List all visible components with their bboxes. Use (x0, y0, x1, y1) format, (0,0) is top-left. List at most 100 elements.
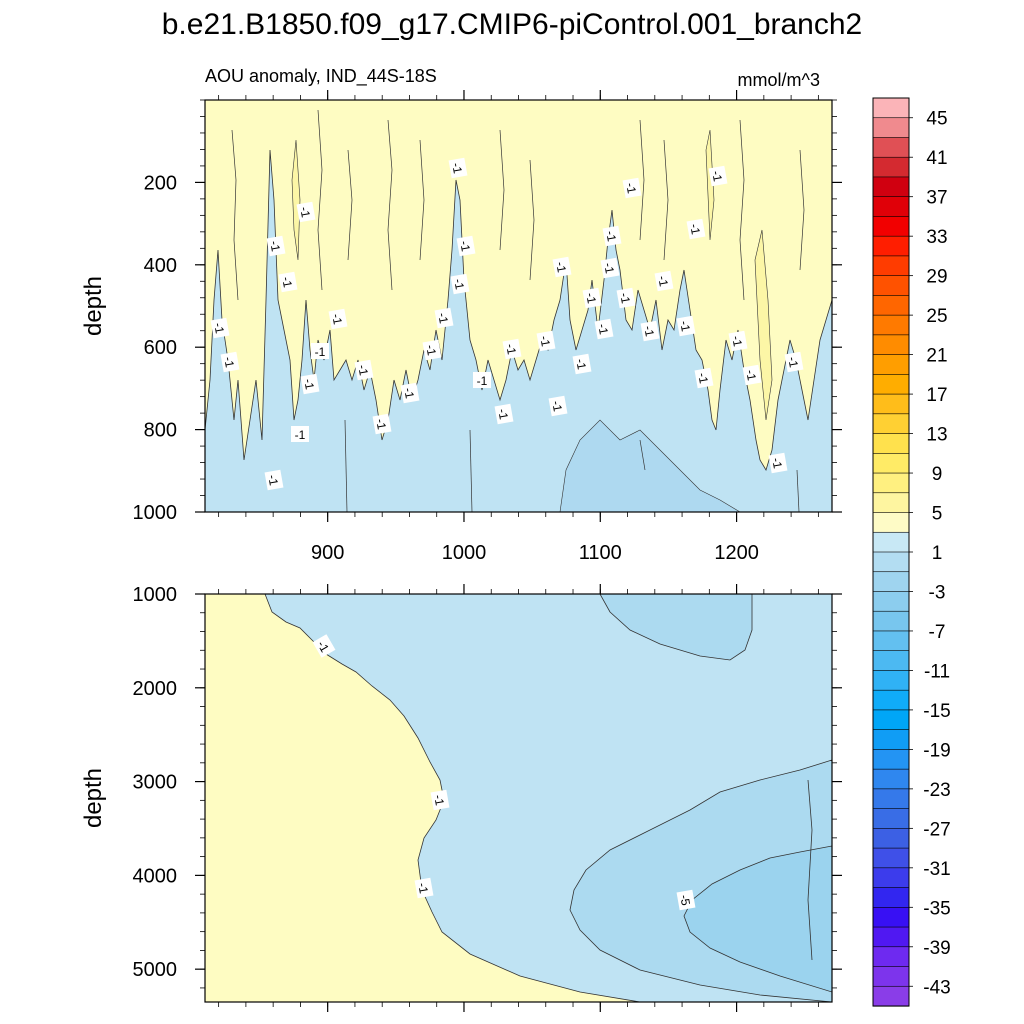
contour-label-box (616, 287, 636, 309)
contour-label-box (296, 201, 316, 223)
contour-label: -1 (278, 271, 298, 293)
colorbar-frame (872, 97, 910, 1007)
contour-label-text: -1 (549, 400, 565, 413)
contour-label-box (708, 165, 728, 187)
contour-label-box (594, 318, 614, 340)
contour-label: -1 (494, 403, 514, 425)
colorbar-label: 33 (926, 227, 947, 248)
contour-label-text: -1 (655, 275, 671, 288)
contour-label-box (742, 364, 762, 386)
contour-label-box (354, 359, 374, 381)
contour-label: -1 (552, 256, 572, 278)
subtitle-right: mmol/m^3 (738, 70, 820, 90)
contour-label-box (448, 157, 468, 179)
colorbar-swatch (872, 808, 910, 829)
contour-label-text: -1 (695, 372, 711, 385)
contour-label-text: -1 (495, 408, 511, 421)
x-tick-label: 1000 (442, 542, 487, 564)
colorbar-label: -7 (929, 622, 946, 643)
contour-label-box (456, 235, 476, 257)
upper-positive-streak (754, 229, 773, 421)
y-tick-label: 3000 (133, 772, 178, 794)
contour-label-box (312, 634, 336, 658)
contour-label-box (602, 225, 622, 247)
colorbar-label: 17 (926, 385, 947, 406)
x-tick-label: 1100 (579, 542, 622, 564)
contour-label-text: -1 (221, 356, 237, 369)
contour-label-text: -1 (769, 457, 785, 470)
contour-label-box (622, 177, 642, 199)
contour-label: -1 (450, 273, 470, 295)
colorbar-swatch (872, 768, 910, 790)
x-tick-label: 1200 (714, 542, 759, 564)
contour-label-box (266, 235, 286, 257)
contour-label: -1 (328, 308, 348, 330)
contour-label-text: -1 (451, 278, 467, 291)
contour-label: -1 (784, 351, 804, 373)
contour-label-box (220, 351, 240, 373)
contour-label-box (473, 372, 491, 388)
contour-label-text: -1 (301, 378, 317, 391)
contour-label-box (768, 452, 788, 474)
colorbar-swatch (872, 512, 910, 533)
colorbar-swatch (872, 334, 910, 356)
contour-label-text: -1 (617, 292, 633, 305)
contour-label: -5 (676, 889, 696, 911)
contour-label-text: -1 (677, 320, 693, 333)
colorbar-swatch (872, 235, 910, 257)
colorbar-label: -3 (929, 582, 946, 603)
colorbar-swatch (872, 531, 910, 553)
contour-label-box (582, 287, 602, 309)
colorbar-swatch (872, 985, 910, 1007)
contour-label-box (654, 270, 674, 292)
contour-label-box (494, 403, 514, 425)
contour-label-text: -1 (415, 882, 431, 895)
colorbar-swatch (872, 413, 910, 435)
contour-label-text: -1 (537, 335, 553, 348)
contour-label: -1 (676, 315, 696, 337)
y-tick-label: 5000 (133, 959, 178, 981)
contour-label: -1 (728, 330, 748, 352)
colorbar-swatch (872, 117, 910, 139)
contour-label-box (210, 317, 230, 339)
colorbar-swatch (872, 670, 910, 691)
colorbar-swatch (872, 472, 910, 494)
colorbar-swatch (872, 907, 910, 928)
colorbar-swatch (872, 492, 910, 514)
contour-label-box (328, 308, 348, 330)
colorbar-swatch (872, 571, 910, 593)
contour-label-text: -1 (477, 374, 488, 388)
upper-positive-streak (705, 129, 715, 241)
colorbar-label: -27 (923, 819, 950, 840)
contour-label-box (694, 367, 714, 389)
colorbar-swatch (872, 374, 910, 395)
colorbar-swatch (872, 729, 910, 750)
contour-label-box (291, 426, 309, 442)
contour-label-box (536, 330, 556, 352)
contour-label-text: -1 (373, 418, 389, 431)
colorbar-label: -11 (924, 661, 950, 682)
contour-label-box (311, 343, 329, 359)
contour-label-text: -1 (423, 344, 439, 357)
colorbar-swatch (872, 926, 910, 948)
contour-label-box (676, 889, 696, 911)
colorbar-swatch (872, 156, 910, 178)
contour-label-text: -1 (573, 358, 589, 371)
contour-label-box (600, 257, 620, 279)
contour-label-box (552, 256, 572, 278)
contour-label-box (264, 469, 284, 491)
contour-label: -1 (594, 318, 614, 340)
colorbar-swatch (872, 137, 910, 158)
figure-title: b.e21.B1850.f09_g17.CMIP6-piControl.001_… (162, 8, 863, 41)
y-tick-label: 1000 (133, 584, 178, 606)
contour-label-text: -1 (355, 364, 371, 377)
contour-label: -1 (312, 634, 336, 658)
colorbar-swatch (872, 689, 910, 711)
contour-label-text: -1 (743, 369, 759, 382)
colorbar-swatch (872, 196, 910, 218)
contour-label: -1 (414, 877, 434, 899)
colorbar: 45 41 37 33 29 25 21 17 13 9 5 1 -3 -7 -11 -15 -19 -23 -27… (872, 97, 951, 1007)
contour-label: -1 (354, 359, 374, 381)
contour-label: -1 (264, 469, 284, 491)
